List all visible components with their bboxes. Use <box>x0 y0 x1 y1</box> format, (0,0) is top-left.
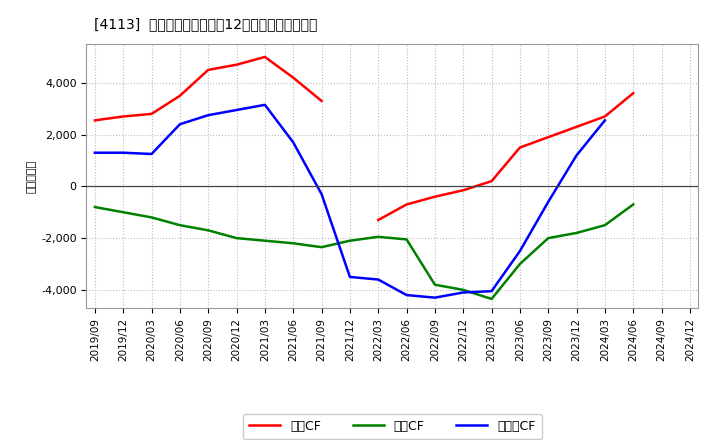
フリーCF <box>233 107 241 113</box>
フリーCF <box>289 140 297 145</box>
営業CF <box>459 187 467 193</box>
フリーCF <box>91 150 99 155</box>
投資CF <box>431 282 439 287</box>
Line: 営業CF: 営業CF <box>95 57 633 220</box>
営業CF <box>289 75 297 80</box>
フリーCF <box>572 153 581 158</box>
投資CF <box>346 238 354 243</box>
営業CF <box>176 93 184 99</box>
投資CF <box>204 228 212 233</box>
フリーCF <box>431 295 439 300</box>
営業CF <box>318 98 326 103</box>
投資CF <box>600 223 609 228</box>
営業CF <box>204 67 212 73</box>
営業CF <box>487 179 496 184</box>
営業CF <box>119 114 127 119</box>
フリーCF <box>402 293 411 298</box>
投資CF <box>148 215 156 220</box>
営業CF <box>600 114 609 119</box>
Legend: 営業CF, 投資CF, フリーCF: 営業CF, 投資CF, フリーCF <box>243 414 542 439</box>
営業CF <box>148 111 156 117</box>
フリーCF <box>544 199 552 205</box>
営業CF <box>374 217 382 223</box>
営業CF <box>629 91 637 96</box>
投資CF <box>459 287 467 293</box>
営業CF <box>91 118 99 123</box>
フリーCF <box>318 191 326 197</box>
営業CF <box>233 62 241 67</box>
投資CF <box>374 234 382 239</box>
フリーCF <box>204 113 212 118</box>
営業CF <box>261 54 269 59</box>
投資CF <box>289 241 297 246</box>
Y-axis label: （百万円）: （百万円） <box>27 159 37 193</box>
投資CF <box>402 237 411 242</box>
フリーCF <box>459 290 467 295</box>
投資CF <box>487 296 496 301</box>
投資CF <box>119 209 127 215</box>
営業CF <box>544 135 552 140</box>
投資CF <box>516 261 524 267</box>
営業CF <box>516 145 524 150</box>
フリーCF <box>119 150 127 155</box>
フリーCF <box>516 249 524 254</box>
投資CF <box>544 235 552 241</box>
フリーCF <box>600 118 609 123</box>
Text: [4113]  キャッシュフローの12か月移動合計の推移: [4113] キャッシュフローの12か月移動合計の推移 <box>94 18 317 32</box>
投資CF <box>572 230 581 235</box>
フリーCF <box>487 289 496 294</box>
投資CF <box>318 245 326 250</box>
営業CF <box>572 124 581 129</box>
Line: 投資CF: 投資CF <box>95 205 633 299</box>
フリーCF <box>346 274 354 279</box>
フリーCF <box>176 121 184 127</box>
投資CF <box>91 205 99 210</box>
営業CF <box>402 202 411 207</box>
フリーCF <box>148 151 156 157</box>
投資CF <box>629 202 637 207</box>
投資CF <box>261 238 269 243</box>
営業CF <box>431 194 439 199</box>
Line: フリーCF: フリーCF <box>95 105 605 297</box>
フリーCF <box>374 277 382 282</box>
投資CF <box>233 235 241 241</box>
フリーCF <box>261 102 269 107</box>
投資CF <box>176 223 184 228</box>
